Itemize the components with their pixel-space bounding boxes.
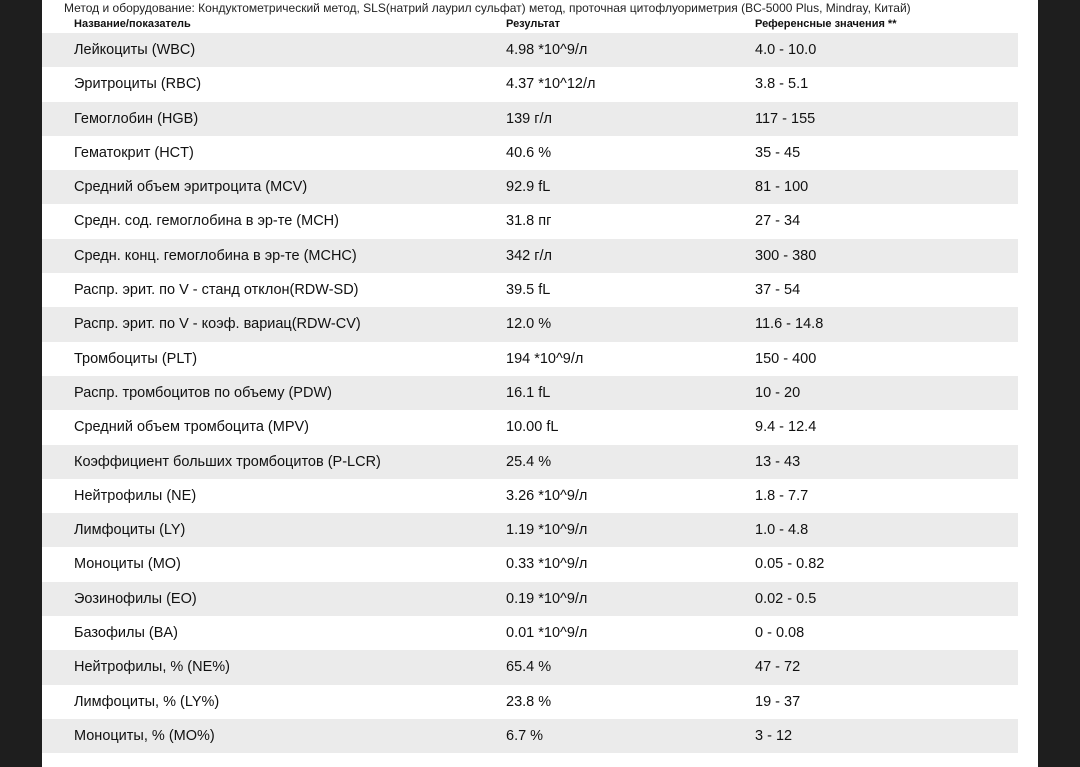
table-row: Распр. эрит. по V - коэф. вариац(RDW-CV)…: [42, 307, 1018, 342]
table-row: Базофилы (BA) 0.01 *10^9/л 0 - 0.08: [42, 616, 1018, 650]
cell-reference: 150 - 400: [755, 350, 817, 367]
table-header: Название/показатель Результат Референсны…: [42, 18, 1038, 33]
table-row: Эритроциты (RBC) 4.37 *10^12/л 3.8 - 5.1: [42, 67, 1018, 101]
cell-result: 139 г/л: [506, 110, 552, 127]
table-row: Распр. тромбоцитов по объему (PDW) 16.1 f…: [42, 375, 1018, 411]
table-row: Средн. конц. гемоглобина в эр-те (MCHC) 3…: [42, 238, 1018, 274]
table-row: Моноциты, % (MO%) 6.7 % 3 - 12: [42, 718, 1018, 754]
table-row: Нейтрофилы (NE) 3.26 *10^9/л 1.8 - 7.7: [42, 479, 1018, 513]
header-result: Результат: [506, 18, 561, 30]
cell-reference: 0.05 - 0.82: [755, 556, 825, 573]
cell-result: 194 *10^9/л: [506, 350, 584, 367]
cell-name: Коэффициент больших тромбоцитов (P-LCR): [74, 453, 381, 470]
table-row: Тромбоциты (PLT) 194 *10^9/л 150 - 400: [42, 342, 1018, 376]
table-row: Лейкоциты (WBC) 4.98 *10^9/л 4.0 - 10.0: [42, 33, 1018, 68]
document-page: Метод и оборудование: Кондуктометрически…: [42, 0, 1038, 767]
cell-reference: 0 - 0.08: [755, 625, 805, 642]
table-row: Лимфоциты, % (LY%) 23.8 % 19 - 37: [42, 685, 1018, 719]
cell-result: 40.6 %: [506, 144, 552, 161]
cell-result: 92.9 fL: [506, 179, 551, 196]
cell-result: 4.37 *10^12/л: [506, 76, 596, 93]
cell-reference: 300 - 380: [755, 247, 817, 264]
cell-reference: 1.0 - 4.8: [755, 522, 809, 539]
cell-result: 12.0 %: [506, 316, 552, 333]
table-row: Гематокрит (HCT) 40.6 % 35 - 45: [42, 136, 1018, 170]
results-table: Лейкоциты (WBC) 4.98 *10^9/л 4.0 - 10.0 Эри…: [42, 33, 1018, 754]
cell-name: Средн. конц. гемоглобина в эр-те (MCHC): [74, 247, 357, 264]
cell-reference: 1.8 - 7.7: [755, 487, 809, 504]
cell-result: 65.4 %: [506, 659, 552, 676]
cell-reference: 47 - 72: [755, 659, 801, 676]
cell-name: Средн. сод. гемоглобина в эр-те (MCH): [74, 213, 339, 230]
cell-reference: 35 - 45: [755, 144, 801, 161]
cell-name: Нейтрофилы, % (NE%): [74, 659, 230, 676]
cell-name: Эритроциты (RBC): [74, 76, 202, 93]
cell-result: 0.33 *10^9/л: [506, 556, 588, 573]
cell-reference: 3.8 - 5.1: [755, 76, 809, 93]
cell-name: Лейкоциты (WBC): [74, 42, 196, 58]
cell-reference: 117 - 155: [755, 110, 816, 127]
cell-reference: 11.6 - 14.8: [755, 316, 824, 333]
cell-result: 0.19 *10^9/л: [506, 590, 588, 607]
cell-name: Нейтрофилы (NE): [74, 487, 197, 504]
cell-name: Гемоглобин (HGB): [74, 110, 199, 127]
table-row: Моноциты (MO) 0.33 *10^9/л 0.05 - 0.82: [42, 547, 1018, 581]
table-row: Средний объем эритроцита (MCV) 92.9 fL 81 …: [42, 170, 1018, 205]
header-reference: Референсные значения **: [755, 18, 897, 30]
cell-name: Распр. эрит. по V - станд отклон(RDW-SD): [74, 282, 359, 299]
cell-name: Распр. тромбоцитов по объему (PDW): [74, 384, 332, 401]
cell-result: 23.8 %: [506, 693, 552, 710]
table-row: Лимфоциты (LY) 1.19 *10^9/л 1.0 - 4.8: [42, 513, 1018, 548]
cell-reference: 4.0 - 10.0: [755, 42, 817, 58]
table-row: Средн. сод. гемоглобина в эр-те (MCH) 31.…: [42, 204, 1018, 238]
cell-name: Лимфоциты, % (LY%): [74, 693, 220, 710]
cell-result: 16.1 fL: [506, 384, 551, 401]
cell-name: Лимфоциты (LY): [74, 522, 186, 539]
cell-name: Базофилы (BA): [74, 625, 178, 642]
cell-result: 342 г/л: [506, 247, 552, 264]
cell-name: Моноциты (MO): [74, 556, 181, 573]
cell-reference: 19 - 37: [755, 693, 801, 710]
cell-name: Моноциты, % (MO%): [74, 727, 215, 744]
header-name: Название/показатель: [74, 18, 191, 30]
table-row: Распр. эрит. по V - станд отклон(RDW-SD)…: [42, 273, 1018, 307]
cell-result: 4.98 *10^9/л: [506, 42, 588, 58]
table-row: Эозинофилы (EO) 0.19 *10^9/л 0.02 - 0.5: [42, 581, 1018, 617]
cell-name: Эозинофилы (EO): [74, 590, 197, 607]
cell-result: 0.01 *10^9/л: [506, 625, 588, 642]
cell-name: Тромбоциты (PLT): [74, 350, 198, 367]
cell-name: Распр. эрит. по V - коэф. вариац(RDW-CV): [74, 316, 361, 333]
cell-reference: 81 - 100: [755, 179, 809, 196]
cell-reference: 9.4 - 12.4: [755, 419, 817, 436]
cell-result: 6.7 %: [506, 727, 544, 744]
method-line: Метод и оборудование: Кондуктометрически…: [64, 1, 911, 15]
cell-reference: 37 - 54: [755, 282, 801, 299]
cell-name: Гематокрит (HCT): [74, 144, 194, 161]
cell-result: 31.8 пг: [506, 213, 552, 230]
table-row: Коэффициент больших тромбоцитов (P-LCR) 2…: [42, 444, 1018, 479]
table-row: Гемоглобин (HGB) 139 г/л 117 - 155: [42, 101, 1018, 136]
cell-reference: 27 - 34: [755, 213, 801, 230]
cell-name: Средний объем эритроцита (MCV): [74, 179, 308, 196]
cell-reference: 10 - 20: [755, 384, 801, 401]
cell-reference: 0.02 - 0.5: [755, 590, 817, 607]
cell-result: 1.19 *10^9/л: [506, 522, 588, 539]
cell-result: 10.00 fL: [506, 419, 559, 436]
table-row: Средний объем тромбоцита (MPV) 10.00 fL 9.…: [42, 410, 1018, 444]
cell-result: 39.5 fL: [506, 282, 551, 299]
cell-reference: 13 - 43: [755, 453, 801, 470]
cell-result: 3.26 *10^9/л: [506, 487, 588, 504]
cell-result: 25.4 %: [506, 453, 552, 470]
table-row: Нейтрофилы, % (NE%) 65.4 % 47 - 72: [42, 650, 1018, 685]
cell-name: Средний объем тромбоцита (MPV): [74, 419, 309, 436]
cell-reference: 3 - 12: [755, 727, 793, 744]
